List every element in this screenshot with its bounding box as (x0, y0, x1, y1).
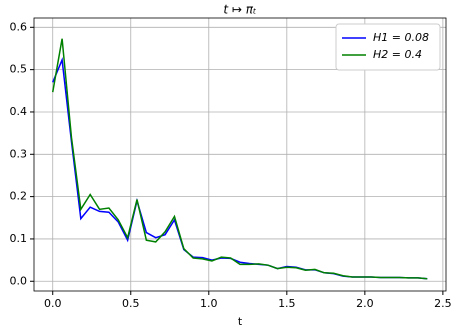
x-tick-label: 1.5 (278, 297, 296, 310)
y-tick-label: 0.5 (10, 63, 28, 76)
x-tick-label: 1.0 (200, 297, 218, 310)
x-tick-label: 2.0 (356, 297, 374, 310)
x-tick-label: 0.0 (44, 297, 62, 310)
y-tick-label: 0.3 (10, 147, 28, 160)
series-line (52, 56, 428, 280)
x-tick-label: 2.5 (434, 297, 452, 310)
x-axis-label: t (238, 315, 243, 328)
x-tick-label: 0.5 (122, 297, 140, 310)
legend-label: H2 = 0.4 (373, 48, 422, 61)
legend-box (335, 23, 441, 71)
plot-frame (33, 17, 447, 292)
legend-label: H1 = 0.08 (373, 31, 429, 44)
y-tick-label: 0.4 (10, 105, 28, 118)
y-tick-label: 0.1 (10, 232, 28, 245)
chart-title: t ↦ πₜ (223, 3, 257, 17)
y-tick-label: 0.0 (10, 274, 28, 287)
series-line (51, 38, 428, 280)
y-tick-label: 0.6 (10, 20, 28, 33)
y-tick-label: 0.2 (10, 190, 28, 203)
